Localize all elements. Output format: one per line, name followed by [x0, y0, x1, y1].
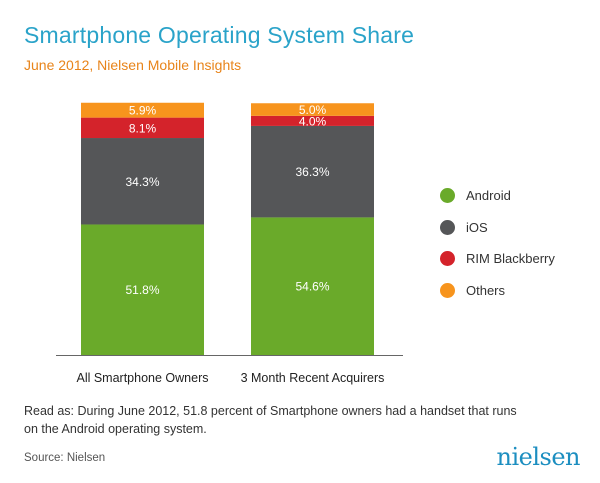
legend-label: Android: [466, 188, 511, 203]
chart-subtitle: June 2012, Nielsen Mobile Insights: [24, 57, 242, 73]
data-label-android-2: 54.6%: [295, 280, 329, 294]
legend-label: Others: [466, 282, 506, 298]
legend-swatch: [440, 188, 455, 203]
legend-item-ios: iOS: [440, 217, 590, 238]
chart-title: Smartphone Operating System Share: [24, 22, 415, 48]
data-label-rim-blackberry-1: 8.1%: [129, 121, 157, 135]
legend-label: RIM Blackberry: [466, 251, 555, 266]
bar-android-2: [251, 217, 374, 355]
category-label-1: All Smartphone Owners: [76, 371, 208, 385]
legend-item-android: Android: [440, 185, 590, 206]
bar-others-2: [251, 103, 374, 116]
bar-rim-blackberry-1: [81, 117, 204, 139]
category-label-2: 3 Month Recent Acquirers: [241, 371, 385, 385]
data-label-others-1: 5.9%: [129, 104, 157, 118]
bar-ios-1: [81, 138, 204, 225]
legend-item-others: Others: [440, 280, 590, 301]
legend-swatch: [440, 251, 455, 266]
chart-legend: Android iOS RIM Blackberry Others: [440, 185, 590, 311]
data-label-android-1: 51.8%: [125, 283, 159, 297]
data-label-rim-blackberry-2: 4.0%: [299, 114, 327, 128]
data-label-ios-2: 36.3%: [295, 165, 329, 179]
nielsen-logo: nielsen: [496, 443, 581, 471]
bar-rim-blackberry-2: [251, 115, 374, 126]
read-as-note: Read as: During June 2012, 51.8 percent …: [24, 404, 517, 436]
legend-item-rim-blackberry: RIM Blackberry: [440, 248, 590, 269]
data-label-ios-1: 34.3%: [125, 175, 159, 189]
bar-ios-2: [251, 125, 374, 218]
data-label-others-2: 5.0%: [299, 103, 327, 117]
legend-swatch: [440, 282, 455, 298]
bar-android-1: [81, 224, 204, 355]
bar-others-1: [81, 102, 204, 118]
source-text: Source: Nielsen: [24, 452, 106, 464]
legend-label: iOS: [466, 219, 488, 235]
legend-swatch: [440, 219, 455, 235]
stacked-bar-chart: 51.8% 34.3% 8.1% 5.9% All Smartphone Owners 5…: [56, 102, 403, 385]
